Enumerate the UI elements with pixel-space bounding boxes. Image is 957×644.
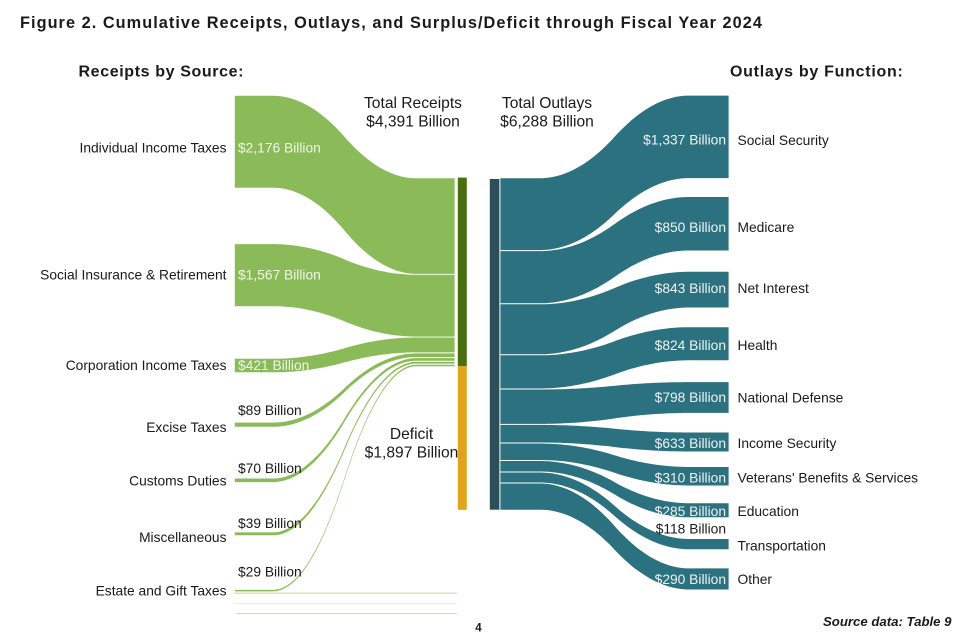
svg-text:Total Receipts: Total Receipts	[364, 95, 462, 112]
svg-text:Customs Duties: Customs Duties	[129, 473, 226, 488]
svg-text:$798 Billion: $798 Billion	[655, 390, 726, 405]
svg-text:Receipts by Source:: Receipts by Source:	[79, 64, 245, 81]
svg-text:$290 Billion: $290 Billion	[655, 572, 726, 587]
svg-text:Deficit: Deficit	[390, 426, 434, 443]
svg-text:Individual Income Taxes: Individual Income Taxes	[80, 140, 227, 155]
svg-text:Figure 2. Cumulative Receipts,: Figure 2. Cumulative Receipts, Outlays, …	[20, 14, 763, 32]
svg-text:$843 Billion: $843 Billion	[655, 281, 726, 296]
svg-text:4: 4	[475, 623, 482, 635]
svg-text:$6,288 Billion: $6,288 Billion	[500, 114, 594, 131]
svg-text:$29 Billion: $29 Billion	[238, 565, 302, 580]
svg-text:$421 Billion: $421 Billion	[238, 358, 309, 373]
svg-text:National Defense: National Defense	[738, 390, 844, 405]
svg-text:Education: Education	[738, 504, 799, 519]
svg-text:Corporation Income Taxes: Corporation Income Taxes	[66, 358, 227, 373]
svg-text:Source data: Table 9: Source data: Table 9	[823, 614, 952, 629]
svg-text:Income Security: Income Security	[738, 436, 837, 451]
svg-text:$39 Billion: $39 Billion	[238, 516, 302, 531]
svg-text:Social Insurance & Retirement: Social Insurance & Retirement	[40, 268, 227, 283]
svg-text:$89 Billion: $89 Billion	[238, 403, 302, 418]
svg-text:$1,567 Billion: $1,567 Billion	[238, 268, 321, 283]
svg-text:$1,897 Billion: $1,897 Billion	[365, 445, 459, 462]
svg-text:Outlays by Function:: Outlays by Function:	[730, 64, 904, 81]
svg-text:$850 Billion: $850 Billion	[655, 220, 726, 235]
svg-text:Excise Taxes: Excise Taxes	[146, 420, 226, 435]
svg-text:$633 Billion: $633 Billion	[655, 436, 726, 451]
svg-text:Miscellaneous: Miscellaneous	[139, 530, 227, 545]
svg-text:Social Security: Social Security	[738, 133, 829, 148]
svg-text:Veterans' Benefits & Services: Veterans' Benefits & Services	[738, 471, 919, 486]
svg-text:$4,391 Billion: $4,391 Billion	[366, 114, 460, 131]
svg-text:Estate and Gift Taxes: Estate and Gift Taxes	[96, 584, 227, 599]
svg-text:Medicare: Medicare	[738, 220, 795, 235]
svg-text:$310 Billion: $310 Billion	[655, 471, 726, 486]
svg-text:Total Outlays: Total Outlays	[502, 95, 592, 112]
svg-text:$70 Billion: $70 Billion	[238, 461, 302, 476]
svg-text:$1,337 Billion: $1,337 Billion	[643, 133, 726, 148]
svg-text:Health: Health	[738, 338, 778, 353]
svg-text:Transportation: Transportation	[738, 539, 826, 554]
svg-text:$2,176 Billion: $2,176 Billion	[238, 140, 321, 155]
svg-text:$824 Billion: $824 Billion	[655, 338, 726, 353]
svg-text:$118 Billion: $118 Billion	[656, 521, 726, 536]
svg-text:Other: Other	[738, 572, 773, 587]
svg-text:Net Interest: Net Interest	[738, 281, 809, 296]
svg-text:$285 Billion: $285 Billion	[655, 504, 726, 519]
